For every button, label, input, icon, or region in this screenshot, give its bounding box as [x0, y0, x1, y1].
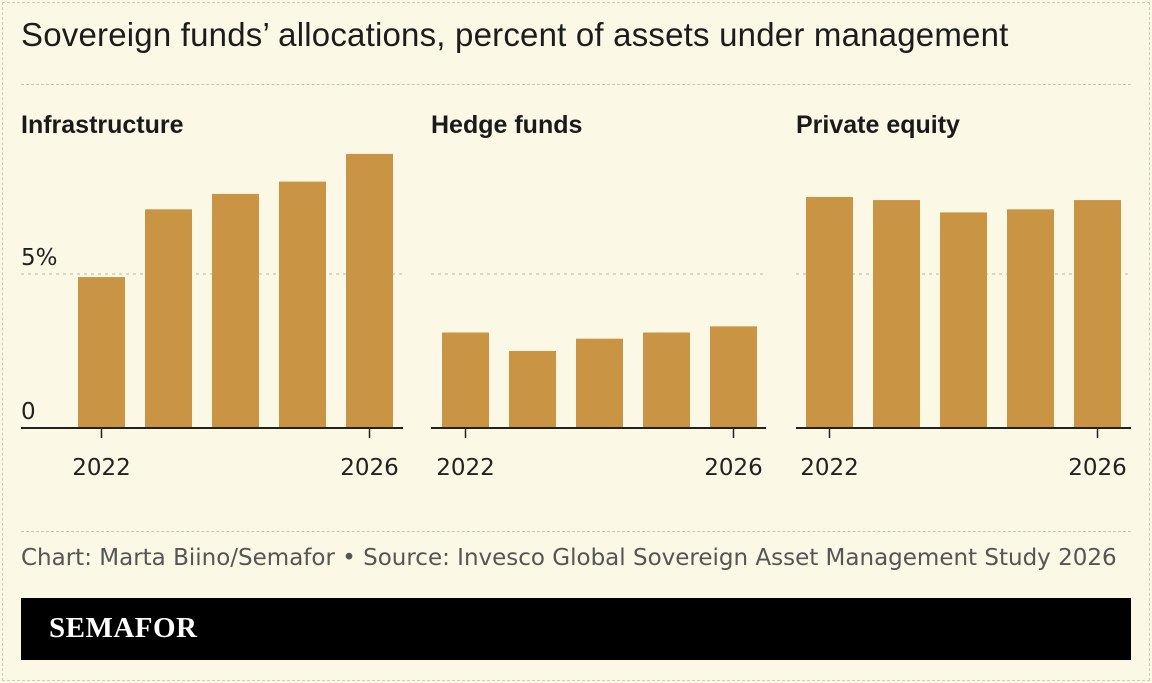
x-tick-label: 2022 [72, 455, 131, 481]
panel-title: Hedge funds [431, 111, 582, 139]
panel-title: Private equity [796, 111, 960, 139]
bar-2022 [442, 332, 489, 428]
x-tick-label: 2026 [340, 455, 399, 481]
bar-2025 [643, 332, 690, 428]
panel-0: Infrastructure 0 5% 2022 2026 [21, 111, 403, 481]
bottom-divider [21, 531, 1131, 532]
bar-2023 [509, 351, 556, 428]
chart-title: Sovereign funds’ allocations, percent of… [21, 16, 1009, 53]
bar-2025 [1007, 209, 1054, 428]
panel-title: Infrastructure [21, 111, 184, 139]
panel-1: Hedge funds 2022 2026 [431, 111, 766, 481]
x-tick-label: 2022 [800, 455, 859, 481]
y-tick-label: 5% [21, 245, 58, 271]
panel-2: Private equity 2022 2026 [796, 111, 1131, 481]
x-tick-label: 2026 [1068, 455, 1127, 481]
bar-2022 [806, 197, 853, 428]
bar-2026 [710, 326, 757, 428]
bar-2025 [279, 181, 326, 428]
brand-bar: SEMAFOR [21, 598, 1131, 660]
bar-2026 [1074, 200, 1121, 428]
chart-area: Infrastructure 0 5% 2022 2026 Hedge funds 2022… [21, 111, 1131, 481]
bar-2023 [873, 200, 920, 428]
bar-2024 [940, 212, 987, 428]
bar-2022 [78, 277, 125, 428]
top-divider [21, 84, 1131, 85]
bar-2024 [212, 193, 259, 428]
source-credit: Chart: Marta Biino/Semafor • Source: Inv… [21, 545, 1117, 571]
bar-2024 [576, 338, 623, 428]
x-tick-label: 2026 [704, 455, 763, 481]
x-tick-label: 2022 [436, 455, 495, 481]
bar-2026 [346, 153, 393, 428]
bar-2023 [145, 209, 192, 428]
y-tick-label: 0 [21, 399, 36, 425]
semafor-logo: SEMAFOR [49, 612, 198, 644]
